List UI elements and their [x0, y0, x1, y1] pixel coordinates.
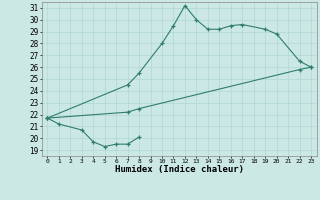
X-axis label: Humidex (Indice chaleur): Humidex (Indice chaleur)	[115, 165, 244, 174]
